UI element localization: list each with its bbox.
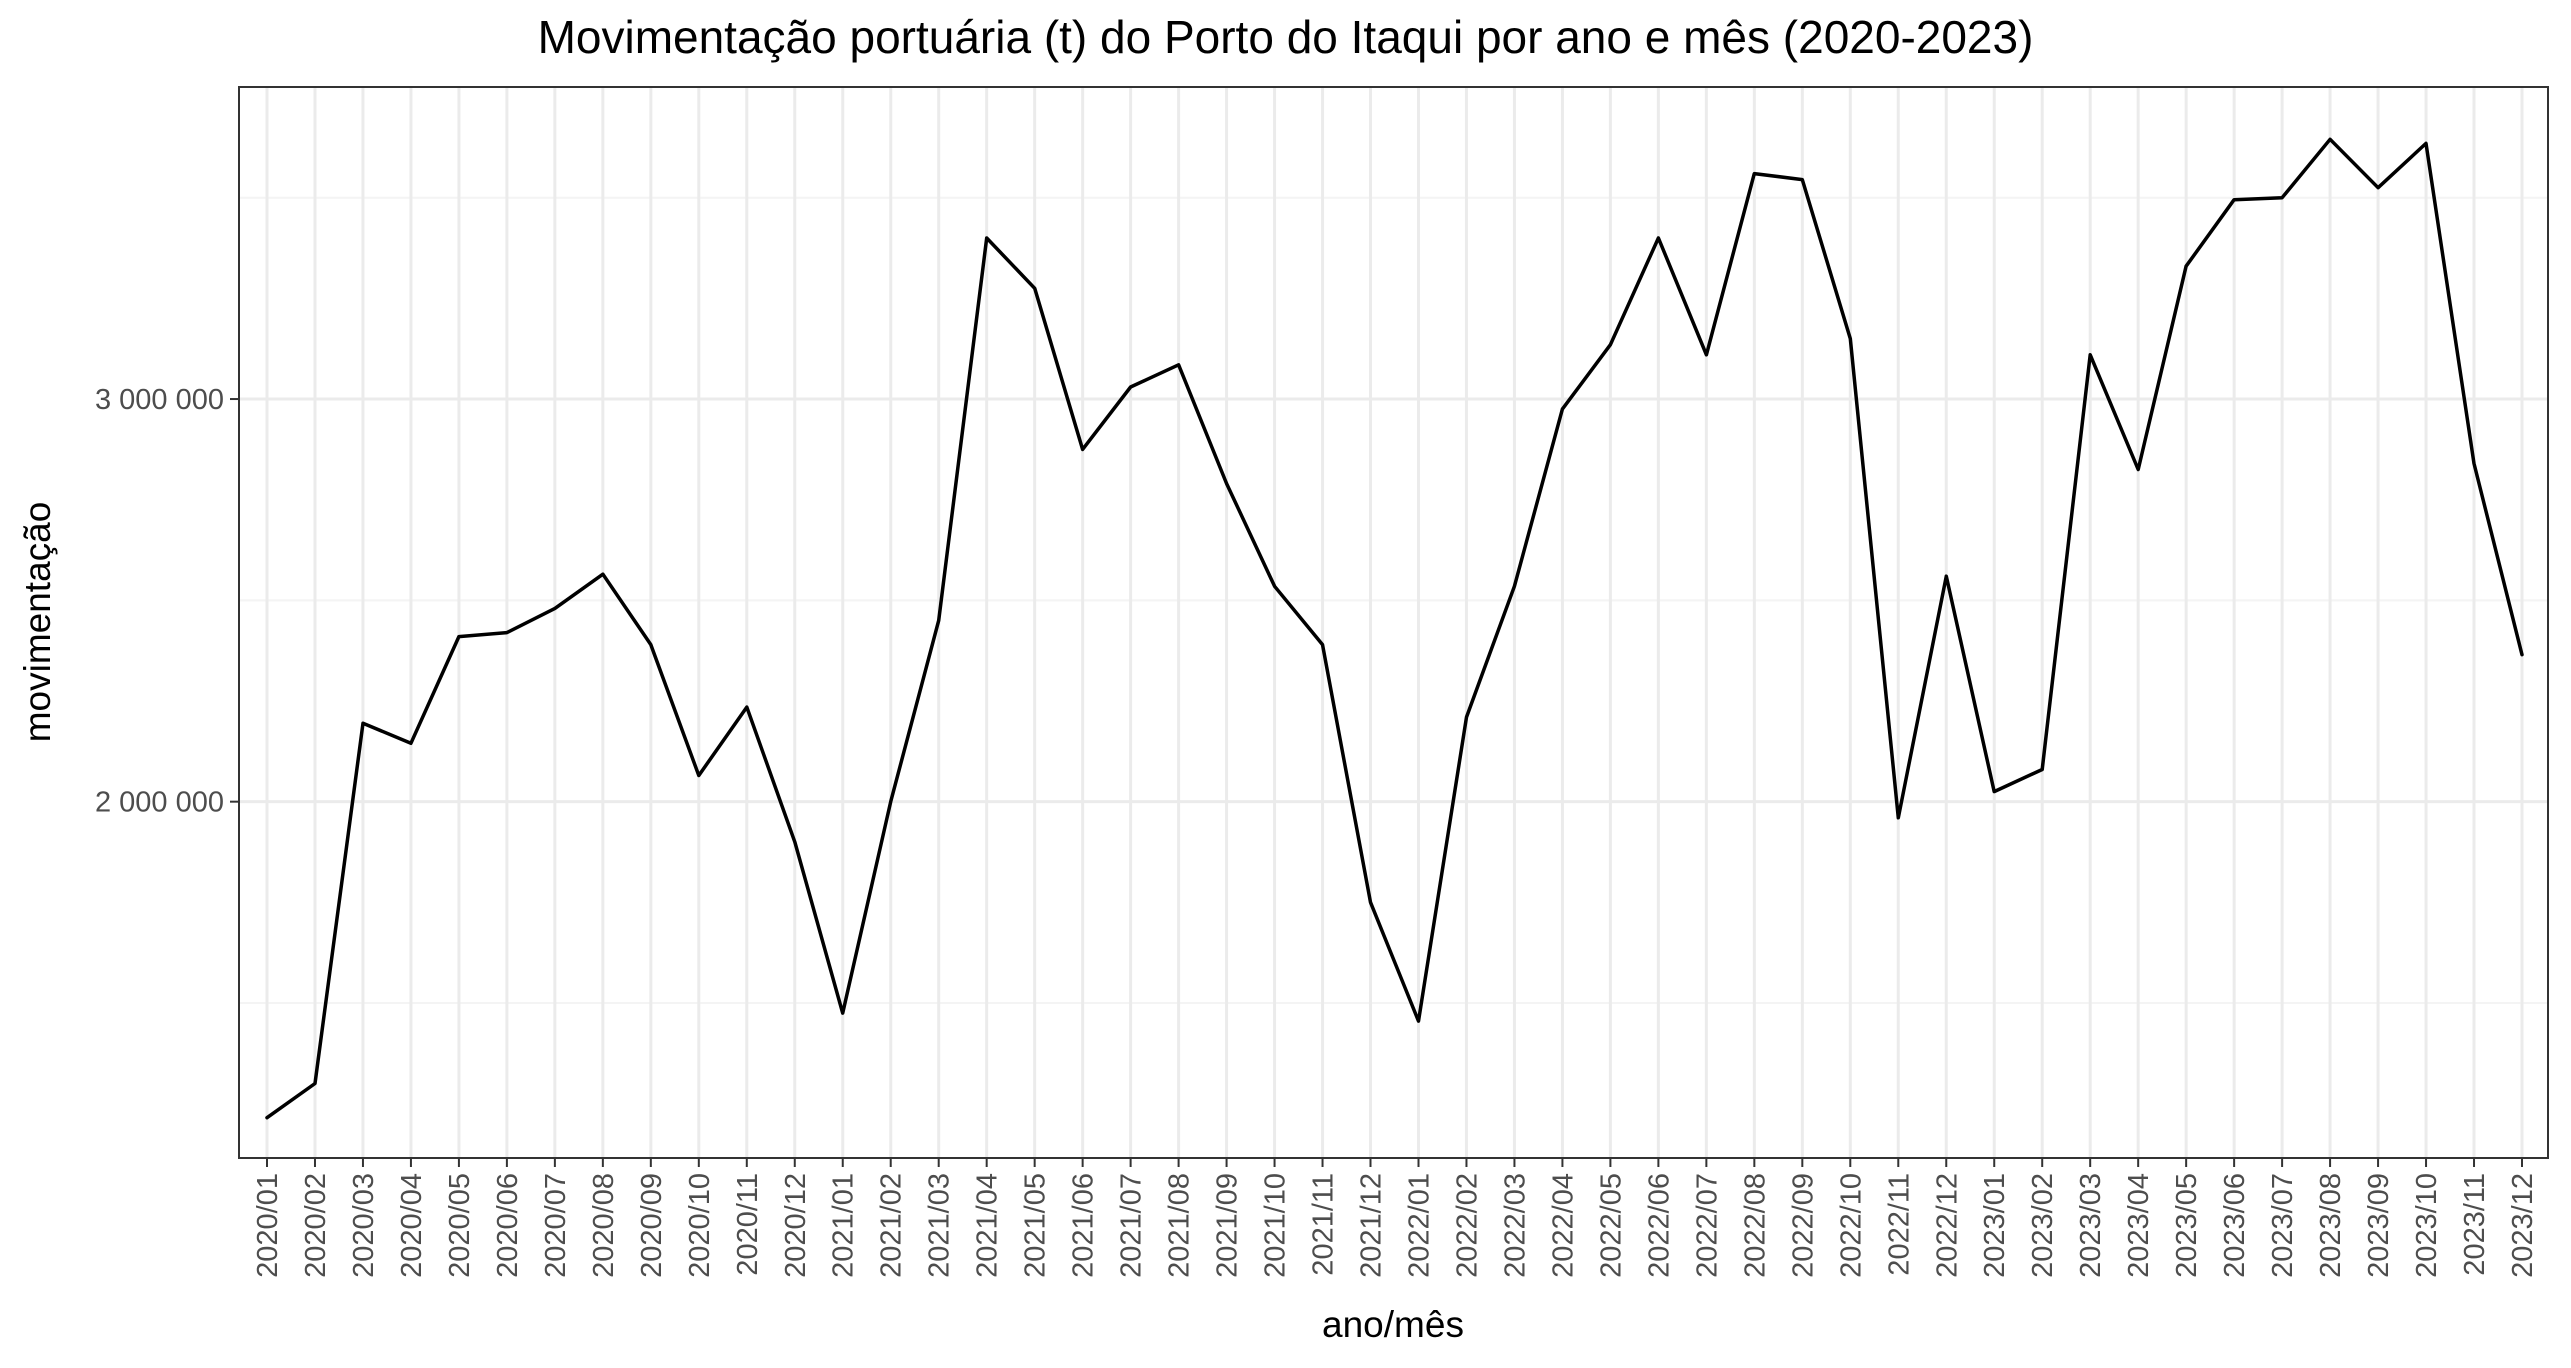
x-tick-label: 2023/04 bbox=[2123, 1173, 2155, 1278]
grid-lines bbox=[239, 87, 2548, 1158]
x-tick-label: 2021/01 bbox=[828, 1173, 860, 1278]
x-tick-label: 2021/11 bbox=[1308, 1173, 1340, 1276]
x-tick-label: 2020/05 bbox=[444, 1173, 476, 1278]
x-tick-label: 2021/10 bbox=[1260, 1173, 1292, 1278]
x-tick-label: 2023/02 bbox=[2027, 1173, 2059, 1278]
panel-border bbox=[238, 86, 2549, 1159]
plot-panel bbox=[239, 87, 2548, 1158]
x-tick-label: 2021/05 bbox=[1020, 1173, 1052, 1278]
x-tick-label: 2021/07 bbox=[1116, 1173, 1148, 1278]
x-tick-label: 2021/09 bbox=[1212, 1173, 1244, 1278]
x-tick-label: 2022/08 bbox=[1739, 1173, 1771, 1278]
x-tick-label: 2020/03 bbox=[348, 1173, 380, 1278]
x-tick-label: 2023/10 bbox=[2411, 1173, 2443, 1278]
x-tick-label: 2020/01 bbox=[252, 1173, 284, 1278]
x-tick-label: 2023/05 bbox=[2171, 1173, 2203, 1278]
x-tick-label: 2020/07 bbox=[540, 1173, 572, 1278]
x-tick-label: 2020/04 bbox=[396, 1173, 428, 1278]
x-axis-title: ano/mês bbox=[1322, 1304, 1464, 1345]
x-tick-label: 2020/10 bbox=[684, 1173, 716, 1278]
x-tick-label: 2022/01 bbox=[1404, 1173, 1436, 1278]
x-tick-label: 2022/07 bbox=[1691, 1173, 1723, 1278]
x-tick-label: 2021/03 bbox=[924, 1173, 956, 1278]
x-tick-label: 2022/03 bbox=[1499, 1173, 1531, 1278]
x-tick-label: 2023/01 bbox=[1979, 1173, 2011, 1278]
x-tick-label: 2023/12 bbox=[2507, 1173, 2539, 1278]
x-tick-label: 2022/02 bbox=[1452, 1173, 1484, 1278]
x-tick-label: 2023/07 bbox=[2267, 1173, 2299, 1278]
x-tick-label: 2021/12 bbox=[1356, 1173, 1388, 1278]
x-tick-label: 2023/08 bbox=[2315, 1173, 2347, 1278]
x-tick-label: 2020/06 bbox=[492, 1173, 524, 1278]
x-tick-label: 2023/09 bbox=[2363, 1173, 2395, 1278]
x-tick-label: 2020/02 bbox=[300, 1173, 332, 1278]
x-tick-label: 2022/06 bbox=[1643, 1173, 1675, 1278]
x-tick-label: 2021/06 bbox=[1068, 1173, 1100, 1278]
y-tick-label: 3 000 000 bbox=[95, 384, 224, 416]
x-tick-label: 2020/11 bbox=[732, 1173, 764, 1276]
x-tick-label: 2023/06 bbox=[2219, 1173, 2251, 1278]
x-tick-label: 2022/12 bbox=[1931, 1173, 1963, 1278]
x-tick-label: 2022/04 bbox=[1547, 1173, 1579, 1278]
x-tick-label: 2023/11 bbox=[2459, 1173, 2491, 1276]
data-layer bbox=[265, 137, 2524, 1120]
series-line bbox=[265, 137, 2524, 1120]
x-tick-label: 2021/08 bbox=[1164, 1173, 1196, 1278]
chart-title: Movimentação portuária (t) do Porto do I… bbox=[537, 11, 2034, 63]
x-tick-label: 2020/08 bbox=[588, 1173, 620, 1278]
x-tick-label: 2022/09 bbox=[1787, 1173, 1819, 1278]
x-tick-label: 2022/11 bbox=[1883, 1173, 1915, 1276]
x-tick-label: 2021/02 bbox=[876, 1173, 908, 1278]
y-tick-label: 2 000 000 bbox=[95, 787, 224, 819]
x-tick-label: 2020/09 bbox=[636, 1173, 668, 1278]
x-tick-label: 2023/03 bbox=[2075, 1173, 2107, 1278]
x-tick-label: 2022/05 bbox=[1595, 1173, 1627, 1278]
x-tick-label: 2021/04 bbox=[972, 1173, 1004, 1278]
x-tick-label: 2022/10 bbox=[1835, 1173, 1867, 1278]
axes: 2 000 000 3 000 000 2020/01 2020/02 2020/03 2… bbox=[95, 86, 2549, 1278]
x-tick-label: 2020/12 bbox=[780, 1173, 812, 1278]
y-axis-title: movimentação bbox=[17, 502, 58, 743]
